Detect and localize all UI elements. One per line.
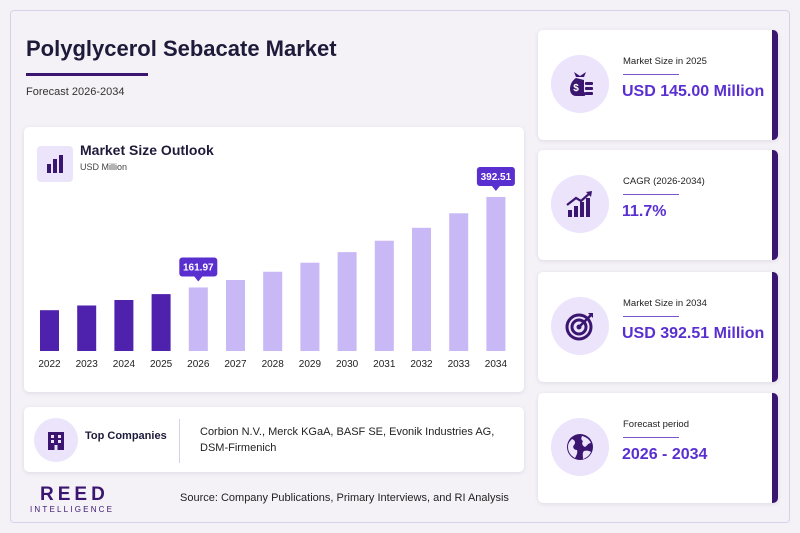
divider bbox=[179, 419, 180, 463]
svg-text:$: $ bbox=[573, 83, 579, 94]
stat-card-market-size-2025: $ Market Size in 2025 USD 145.00 Million bbox=[538, 30, 778, 140]
bar-2023 bbox=[77, 305, 97, 351]
stat-divider bbox=[623, 316, 679, 317]
bar-2034 bbox=[486, 197, 506, 351]
bar-2022 bbox=[40, 310, 59, 351]
bar-2031 bbox=[374, 240, 394, 351]
stat-value: USD 392.51 Million bbox=[622, 325, 765, 342]
target-icon bbox=[551, 297, 609, 355]
stat-card-forecast-period: Forecast period 2026 - 2034 bbox=[538, 393, 778, 503]
bar-2030 bbox=[337, 252, 357, 351]
stat-label: Forecast period bbox=[623, 419, 690, 430]
x-tick-label: 2029 bbox=[299, 359, 322, 370]
growth-chart-icon bbox=[551, 175, 609, 233]
x-tick-label: 2026 bbox=[187, 359, 210, 370]
stat-label: Market Size in 2025 bbox=[623, 56, 707, 67]
source-note: Source: Company Publications, Primary In… bbox=[180, 492, 509, 504]
page-title: Polyglycerol Sebacate Market bbox=[26, 36, 337, 61]
bar-2032 bbox=[412, 227, 431, 351]
x-tick-label: 2031 bbox=[373, 359, 396, 370]
top-companies-list: Corbion N.V., Merck KGaA, BASF SE, Evoni… bbox=[200, 426, 495, 454]
chart-unit-label: USD Million bbox=[80, 162, 128, 172]
x-tick-label: 2032 bbox=[410, 359, 433, 370]
x-tick-label: 2030 bbox=[336, 359, 359, 370]
data-label-2034: 392.51 bbox=[476, 167, 515, 191]
top-companies-card: Top Companies Corbion N.V., Merck KGaA, … bbox=[24, 407, 524, 472]
stat-label: CAGR (2026-2034) bbox=[623, 176, 705, 187]
logo-subtext: INTELLIGENCE bbox=[30, 505, 115, 514]
x-tick-label: 2033 bbox=[448, 359, 471, 370]
stat-value: 2026 - 2034 bbox=[622, 446, 708, 463]
top-companies-label: Top Companies bbox=[85, 430, 167, 442]
building-icon bbox=[34, 418, 78, 462]
stat-divider bbox=[623, 74, 679, 75]
x-tick-label: 2023 bbox=[76, 359, 99, 370]
stat-divider bbox=[623, 437, 679, 438]
x-tick-label: 2034 bbox=[485, 359, 508, 370]
stat-card-market-size-2034: Market Size in 2034 USD 392.51 Million bbox=[538, 272, 778, 382]
svg-text:392.51: 392.51 bbox=[481, 172, 512, 183]
bar-2029 bbox=[300, 262, 320, 351]
bar-chart-icon bbox=[37, 146, 73, 182]
logo-wordmark: REED bbox=[40, 484, 109, 505]
globe-icon bbox=[551, 418, 609, 476]
bar-2033 bbox=[449, 213, 469, 351]
money-bag-icon: $ bbox=[551, 55, 609, 113]
x-tick-label: 2027 bbox=[224, 359, 247, 370]
stat-value: 11.7% bbox=[622, 203, 667, 220]
bar-2026 bbox=[188, 287, 208, 351]
stat-value: USD 145.00 Million bbox=[622, 83, 765, 100]
chart-card: Market Size Outlook USD Million 2022 2023… bbox=[24, 127, 524, 392]
bar-2028 bbox=[263, 271, 283, 351]
chart-title: Market Size Outlook bbox=[80, 142, 214, 158]
data-label-2026: 161.97 bbox=[179, 257, 218, 282]
stat-divider bbox=[623, 194, 679, 195]
title-underline bbox=[26, 73, 148, 76]
x-tick-label: 2025 bbox=[150, 359, 173, 370]
stat-card-cagr: CAGR (2026-2034) 11.7% bbox=[538, 150, 778, 260]
bar-2024 bbox=[114, 299, 134, 351]
bar-2027 bbox=[226, 279, 245, 351]
page-subtitle: Forecast 2026-2034 bbox=[26, 86, 125, 98]
bar-chart: 2022 2023 2024 2025 2026 161.97 2027 2028 2029 20… bbox=[38, 167, 515, 370]
x-tick-label: 2028 bbox=[262, 359, 285, 370]
svg-text:161.97: 161.97 bbox=[183, 262, 214, 273]
x-tick-label: 2024 bbox=[113, 359, 136, 370]
bar-2025 bbox=[151, 294, 171, 351]
stat-label: Market Size in 2034 bbox=[623, 298, 707, 309]
x-tick-label: 2022 bbox=[38, 359, 61, 370]
